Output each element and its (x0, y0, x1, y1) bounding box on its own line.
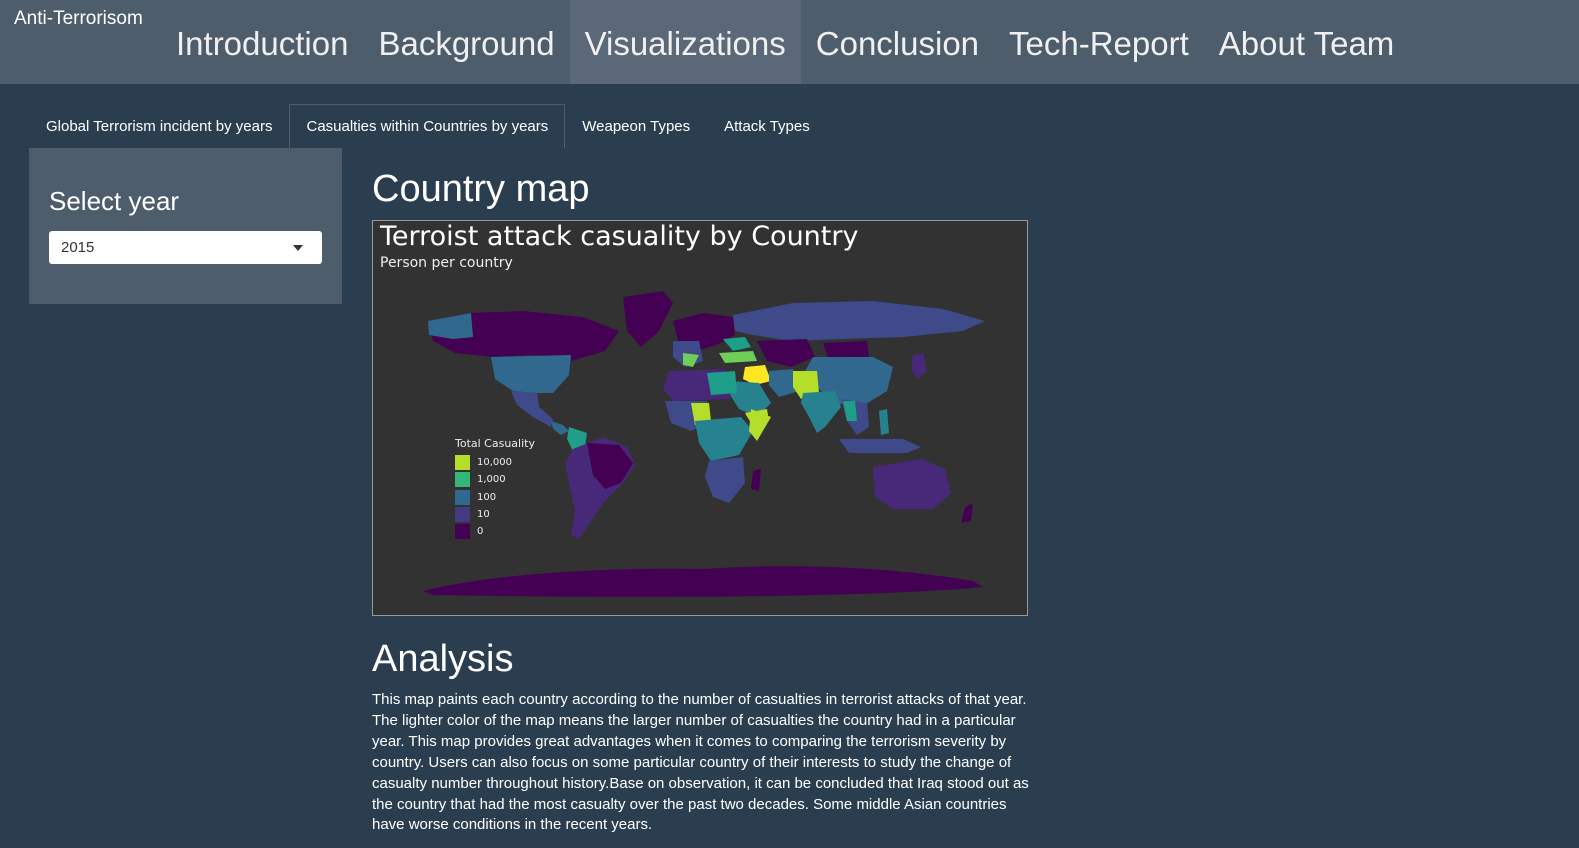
world-map-svg (423, 291, 985, 597)
legend-label: 1,000 (477, 474, 506, 486)
somalia-region (749, 409, 771, 441)
legend-entry: 0 (455, 523, 535, 540)
analysis-text: This map paints each country according t… (372, 691, 1029, 834)
legend-entry: 10 (455, 506, 535, 523)
nav-item-background[interactable]: Background (378, 25, 555, 62)
legend-swatch (455, 507, 470, 523)
visualization-tabs: Global Terrorism incident by years Casua… (29, 104, 827, 148)
tab-weapon-types[interactable]: Weapeon Types (582, 118, 691, 135)
philippines-region (879, 409, 889, 435)
brazil-region (587, 443, 633, 489)
iran-region (769, 369, 799, 397)
tab-global-incidents[interactable]: Global Terrorism incident by years (46, 118, 273, 135)
canada-region (428, 311, 619, 361)
brand-title[interactable]: Anti-Terrorisom (14, 8, 143, 29)
nav-item-about-team[interactable]: About Team (1218, 25, 1395, 62)
legend-swatch (455, 472, 470, 488)
legend-entry: 10,000 (455, 454, 535, 471)
madagascar-region (751, 469, 761, 491)
legend-label: 0 (477, 526, 484, 538)
mexico-region (511, 391, 553, 427)
russia-region (733, 301, 985, 341)
france-region (683, 353, 699, 367)
greenland-region (623, 291, 673, 347)
japan-region (911, 353, 927, 379)
legend-label: 10,000 (477, 457, 512, 469)
australia-region (873, 459, 951, 509)
alaska-region (428, 313, 473, 339)
southern-africa-region (705, 457, 745, 503)
choropleth-map[interactable]: Terroist attack casuality by Country Per… (372, 220, 1028, 616)
new-zealand-region (961, 503, 973, 523)
central-africa-region (695, 417, 753, 461)
map-title: Terroist attack casuality by Country (380, 221, 859, 252)
legend-label: 100 (477, 491, 497, 503)
year-select-value: 2015 (61, 239, 95, 256)
nav-item-visualizations[interactable]: Visualizations (569, 0, 801, 84)
nav-item-tech-report[interactable]: Tech-Report (1009, 25, 1189, 62)
legend-swatch (455, 455, 470, 471)
antarctica-region (423, 566, 983, 597)
usa-region (491, 355, 571, 393)
sidebar-panel: Select year 2015 (29, 148, 342, 304)
select-year-label: Select year (49, 186, 180, 216)
year-select[interactable]: 2015 (49, 231, 322, 264)
libya-egypt-region (707, 371, 737, 395)
nav-item-conclusion[interactable]: Conclusion (815, 25, 980, 62)
navbar: Anti-Terrorisom Introduction Background … (0, 0, 1579, 84)
syria-iraq-region (743, 365, 771, 385)
central-america-region (551, 421, 569, 435)
central-asia-region (757, 339, 815, 367)
caret-down-icon (293, 245, 303, 251)
legend-entry: 1,000 (455, 471, 535, 488)
legend-label: 10 (477, 509, 490, 521)
legend-swatch (455, 489, 470, 505)
mongolia-region (823, 341, 869, 361)
legend-title: Total Casuality (455, 437, 535, 450)
map-heading: Country map (372, 168, 590, 210)
india-region (801, 391, 841, 433)
nigeria-region (691, 403, 711, 425)
tab-attack-types[interactable]: Attack Types (724, 118, 810, 135)
afghanistan-pakistan-region (793, 371, 819, 399)
map-legend: Total Casuality 10,000 1,000 100 10 0 (455, 437, 535, 540)
saudi-arabia-region (729, 381, 771, 417)
tab-casualties-by-country[interactable]: Casualties within Countries by years (289, 104, 566, 148)
analysis-heading: Analysis (372, 638, 514, 680)
map-subtitle: Person per country (380, 255, 513, 271)
legend-swatch (455, 524, 470, 540)
indonesia-region (839, 439, 921, 453)
turkey-region (719, 351, 757, 363)
legend-entry: 100 (455, 489, 535, 506)
colombia-region (567, 427, 587, 451)
nav-item-introduction[interactable]: Introduction (176, 25, 349, 62)
ukraine-region (723, 337, 751, 351)
nav-menu: Introduction Background Visualizations C… (161, 0, 1409, 84)
myanmar-region (843, 401, 857, 421)
